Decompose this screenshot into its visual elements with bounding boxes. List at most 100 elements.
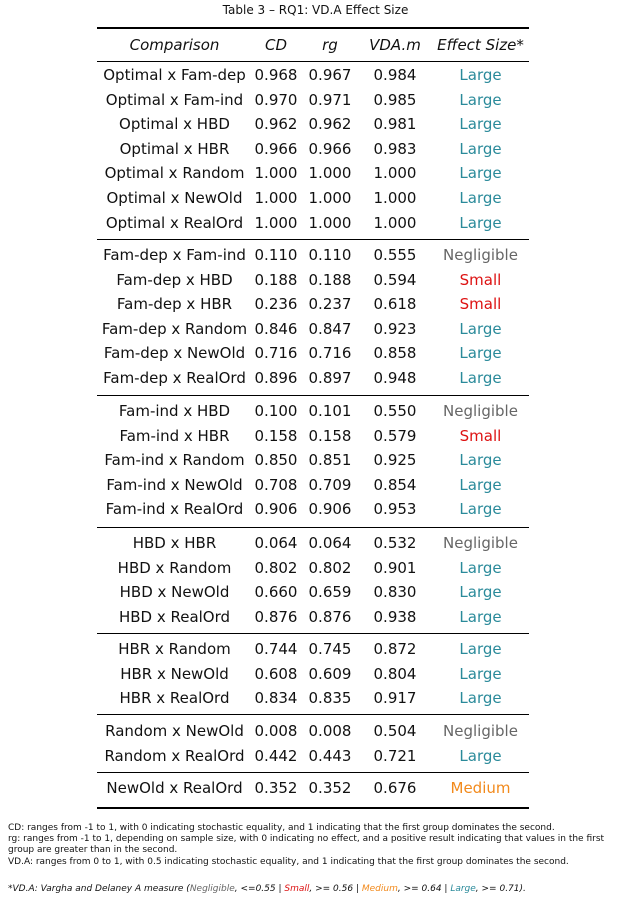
comparison-cell: HBR x NewOld [120,664,229,683]
rg-cell: 0.802 [308,558,352,577]
group-separator-rule [97,527,529,528]
vda-cell: 1.000 [373,213,417,232]
comparison-cell: Optimal x RealOrd [105,213,244,232]
effect-size-cell: Large [459,640,502,658]
rg-cell: 0.876 [308,607,352,626]
rg-cell: 0.847 [308,319,352,338]
vda-cell: 0.984 [373,66,417,84]
vda-cell: 0.504 [373,722,417,740]
vda-cell: 0.858 [373,344,417,363]
footnote-negligible: Negligible [189,884,235,894]
comparison-cell: HBD x NewOld [119,583,230,602]
comparison-cell: Fam-dep x Fam-ind [103,246,246,264]
comparison-cell: Random x RealOrd [104,746,245,765]
header-comparison: Comparison [129,36,220,54]
vda-cell: 0.594 [373,270,417,289]
effect-size-cell: Large [459,344,502,363]
cd-cell: 0.188 [254,270,298,289]
rg-cell: 1.000 [308,189,352,207]
cd-cell: 0.442 [254,746,298,765]
effect-size-cell: Large [459,607,502,626]
table-row: Optimal x RealOrd 1.000 1.000 1.000 Large [97,214,529,236]
comparison-cell: Fam-ind x HBR [119,426,230,445]
comparison-cell: Fam-dep x HBR [116,295,233,314]
note-cd: CD: ranges from -1 to 1, with 0 indicati… [8,823,555,833]
vda-cell: 0.555 [373,246,417,264]
table-row: Random x NewOld 0.008 0.008 0.504 Negligible [97,722,529,744]
table-row: Fam-ind x HBD 0.100 0.101 0.550 Negligible [97,402,529,424]
table-row: Fam-dep x Random 0.846 0.847 0.923 Large [97,320,529,342]
vda-cell: 1.000 [373,189,417,207]
bottom-rule [97,807,529,809]
note-rg: rg: ranges from -1 to 1, depending on sa… [8,834,605,856]
effect-size-cell: Large [459,689,502,708]
comparison-cell: NewOld x RealOrd [106,779,243,797]
comparison-cell: HBD x Random [117,558,232,577]
vda-cell: 0.872 [373,640,417,658]
vda-cell: 0.579 [373,426,417,445]
cd-cell: 0.850 [254,451,298,470]
footnote-medium: Medium [361,884,398,894]
comparison-cell: HBD x RealOrd [118,607,231,626]
cd-cell: 0.968 [254,66,298,84]
table-caption: Table 3 – RQ1: VD.A Effect Size [222,3,409,17]
footnote-large-rule: , >= 0.71). [475,884,526,894]
comparison-cell: HBD x HBR [132,534,217,552]
table-row: Fam-dep x RealOrd 0.896 0.897 0.948 Large [97,369,529,391]
vda-cell: 0.948 [373,369,417,387]
rg-cell: 0.967 [308,66,352,84]
rg-cell: 0.971 [308,90,352,109]
effect-size-cell: Small [459,426,502,445]
cd-cell: 0.110 [254,246,298,264]
comparison-cell: Optimal x NewOld [106,189,243,207]
cd-cell: 0.708 [254,475,298,494]
table-row: Optimal x Fam-ind 0.970 0.971 0.985 Large [97,91,529,113]
table-row: Optimal x NewOld 1.000 1.000 1.000 Large [97,189,529,211]
effect-size-cell: Negligible [443,402,518,420]
effect-size-cell: Negligible [443,246,518,264]
header-vda: VDA.m [369,36,421,54]
cd-cell: 0.906 [254,500,298,519]
rg-cell: 0.709 [308,475,352,494]
vda-cell: 0.985 [373,90,417,109]
table-row: Optimal x Fam-dep 0.968 0.967 0.984 Large [97,66,529,88]
table-row: Fam-dep x HBD 0.188 0.188 0.594 Small [97,271,529,293]
cd-cell: 0.834 [254,689,298,708]
table-row: HBD x Random 0.802 0.802 0.901 Large [97,559,529,581]
rg-cell: 0.851 [308,451,352,470]
group-separator-rule [97,633,529,634]
footnote-negligible-rule: , <=0.55 | [234,884,285,894]
effect-size-cell: Small [459,295,502,314]
effect-size-cell: Large [459,319,502,338]
effect-size-cell: Large [459,583,502,602]
vda-cell: 0.618 [373,295,417,314]
cd-cell: 1.000 [254,164,298,183]
cd-cell: 0.236 [254,295,298,314]
table-row: Optimal x Random 1.000 1.000 1.000 Large [97,164,529,186]
comparison-cell: Fam-dep x NewOld [103,344,246,363]
cd-cell: 1.000 [254,213,298,232]
comparison-cell: Optimal x Fam-ind [105,90,244,109]
comparison-cell: Optimal x Fam-dep [103,66,246,84]
rg-cell: 0.906 [308,500,352,519]
vda-cell: 0.854 [373,475,417,494]
vda-cell: 0.953 [373,500,417,519]
effect-size-cell: Large [459,558,502,577]
effect-size-cell: Large [459,139,502,158]
cd-cell: 0.008 [254,722,298,740]
effect-size-cell: Large [459,451,502,470]
cd-cell: 0.716 [254,344,298,363]
cd-cell: 0.608 [254,664,298,683]
vda-cell: 0.830 [373,583,417,602]
vda-cell: 1.000 [373,164,417,183]
effect-size-cell: Large [459,66,502,84]
vda-cell: 0.917 [373,689,417,708]
table-header: Comparison CD rg VDA.m Effect Size* [97,36,529,56]
rg-cell: 0.101 [308,402,352,420]
vda-cell: 0.923 [373,319,417,338]
comparison-cell: Optimal x Random [104,164,245,183]
cd-cell: 0.660 [254,583,298,602]
effect-size-cell: Large [459,475,502,494]
table-row: HBR x NewOld 0.608 0.609 0.804 Large [97,665,529,687]
table-row: Fam-ind x RealOrd 0.906 0.906 0.953 Large [97,500,529,522]
